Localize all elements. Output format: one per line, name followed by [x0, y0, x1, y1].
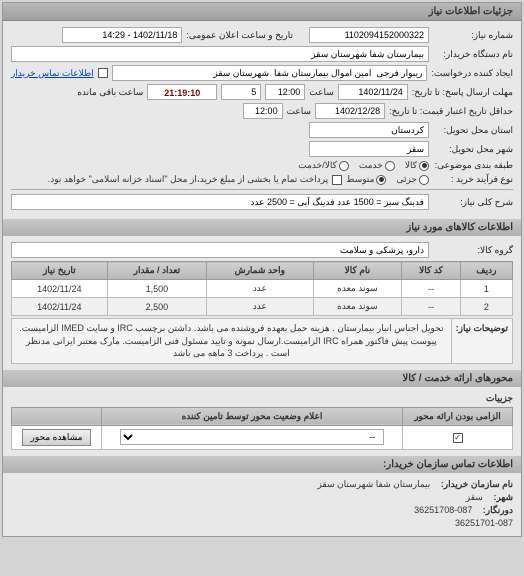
pkg-opt-both[interactable]: کالا/خدمت	[298, 160, 349, 171]
fax-value: 36251708-087	[414, 505, 472, 515]
deadline-label: مهلت ارسال پاسخ: تا تاریخ:	[412, 87, 513, 98]
req-no-field	[309, 27, 429, 43]
axis-col-header	[12, 407, 102, 425]
axis-row: -- مشاهده محور	[12, 425, 513, 449]
group-label: گروه کالا:	[433, 245, 513, 256]
remaining-label: ساعت باقی مانده	[77, 87, 143, 98]
days-left	[221, 84, 261, 100]
radio-icon	[419, 175, 429, 185]
amount-label: نوع فرآیند خرید :	[433, 174, 513, 185]
time-label-2: ساعت	[287, 106, 312, 117]
contact-checkbox[interactable]	[98, 68, 108, 78]
radio-icon	[376, 175, 386, 185]
tel-value: 36251701-087	[455, 518, 513, 528]
axis-section-title: محورهای ارائه خدمت / کالا	[3, 370, 521, 387]
axis-subtitle: جزییات	[11, 393, 513, 404]
province-label: استان محل تحویل:	[433, 125, 513, 136]
footer-city-label: شهر:	[493, 492, 513, 503]
goods-col-header: واحد شمارش	[207, 262, 313, 280]
radio-icon	[419, 161, 429, 171]
amount-opt-low[interactable]: جزئی	[396, 174, 429, 185]
view-axis-button[interactable]: مشاهده محور	[22, 429, 92, 446]
time-label-1: ساعت	[309, 87, 334, 98]
goods-col-header: کد کالا	[402, 262, 461, 280]
contact-link[interactable]: اطلاعات تماس خریدار	[11, 68, 94, 79]
validity-label: حداقل تاریخ اعتبار قیمت: تا تاریخ:	[389, 106, 513, 117]
countdown: 21:19:10	[147, 84, 217, 100]
requester-field	[112, 65, 428, 81]
amount-note: پرداخت تمام یا بخشی از مبلغ خرید،از محل …	[48, 174, 328, 185]
deadline-time	[265, 84, 305, 100]
city-field	[309, 141, 429, 157]
validity-date	[315, 103, 385, 119]
table-row: 1--سوند معدهعدد1,5001402/11/24	[12, 280, 513, 298]
pkg-label: طبقه بندی موضوعی:	[433, 160, 513, 171]
table-row: 2--سوند معدهعدد2,5001402/11/24	[12, 298, 513, 316]
amount-opt-med[interactable]: متوسط	[346, 174, 386, 185]
radio-icon	[385, 161, 395, 171]
goods-table: ردیفکد کالانام کالاواحد شمارشتعداد / مقد…	[11, 261, 513, 316]
req-no-label: شماره نیاز:	[433, 30, 513, 41]
goods-col-header: تاریخ نیاز	[12, 262, 108, 280]
axis-status-select[interactable]: --	[120, 429, 385, 445]
form-body: شماره نیاز: تاریخ و ساعت اعلان عمومی: نا…	[3, 21, 521, 219]
org-label: نام سازمان خریدار:	[441, 479, 513, 490]
validity-time	[243, 103, 283, 119]
need-details-panel: جزئیات اطلاعات نیاز شماره نیاز: تاریخ و …	[2, 2, 522, 537]
axis-required-checkbox[interactable]	[453, 433, 463, 443]
pkg-radio-group: کالا خدمت کالا/خدمت	[298, 160, 429, 171]
radio-icon	[339, 161, 349, 171]
goods-col-header: ردیف	[460, 262, 512, 280]
city-label: شهر محل تحویل:	[433, 144, 513, 155]
deadline-date	[338, 84, 408, 100]
province-field	[309, 122, 429, 138]
requester-label: ایجاد کننده درخواست:	[431, 68, 513, 79]
footer-title: اطلاعات تماس سازمان خریدار:	[3, 456, 521, 473]
announce-label: تاریخ و ساعت اعلان عمومی:	[186, 30, 293, 41]
pkg-opt-goods[interactable]: کالا	[405, 160, 429, 171]
group-field	[11, 242, 429, 258]
org-value: بیمارستان شفا شهرستان سقز	[317, 479, 430, 490]
footer-city-value: سقز	[466, 492, 483, 503]
axis-col-header: اعلام وضعیت محور توسط تامین کننده	[102, 407, 403, 425]
goods-section-title: اطلاعات کالاهای مورد نیاز	[3, 219, 521, 236]
desc-text: تحویل اجناس انبار بیمارستان . هزینه حمل …	[12, 319, 452, 364]
announce-field	[62, 27, 182, 43]
buyer-label: نام دستگاه خریدار:	[433, 49, 513, 60]
footer-body: نام سازمان خریدار: بیمارستان شفا شهرستان…	[3, 473, 521, 536]
goods-col-header: تعداد / مقدار	[107, 262, 206, 280]
goods-col-header: نام کالا	[313, 262, 402, 280]
treasury-checkbox[interactable]	[332, 175, 342, 185]
summary-field	[11, 194, 429, 210]
amount-radio-group: جزئی متوسط	[346, 174, 429, 185]
panel-title: جزئیات اطلاعات نیاز	[3, 3, 521, 21]
pkg-opt-service[interactable]: خدمت	[359, 160, 395, 171]
buyer-field	[11, 46, 429, 62]
axis-table: الزامی بودن ارائه محوراعلام وضعیت محور ت…	[11, 407, 513, 450]
fax-label: دورنگار:	[483, 505, 513, 516]
summary-label: شرح کلی نیاز:	[433, 197, 513, 208]
desc-label: توضیحات نیاز:	[451, 319, 512, 364]
axis-col-header: الزامی بودن ارائه محور	[403, 407, 513, 425]
